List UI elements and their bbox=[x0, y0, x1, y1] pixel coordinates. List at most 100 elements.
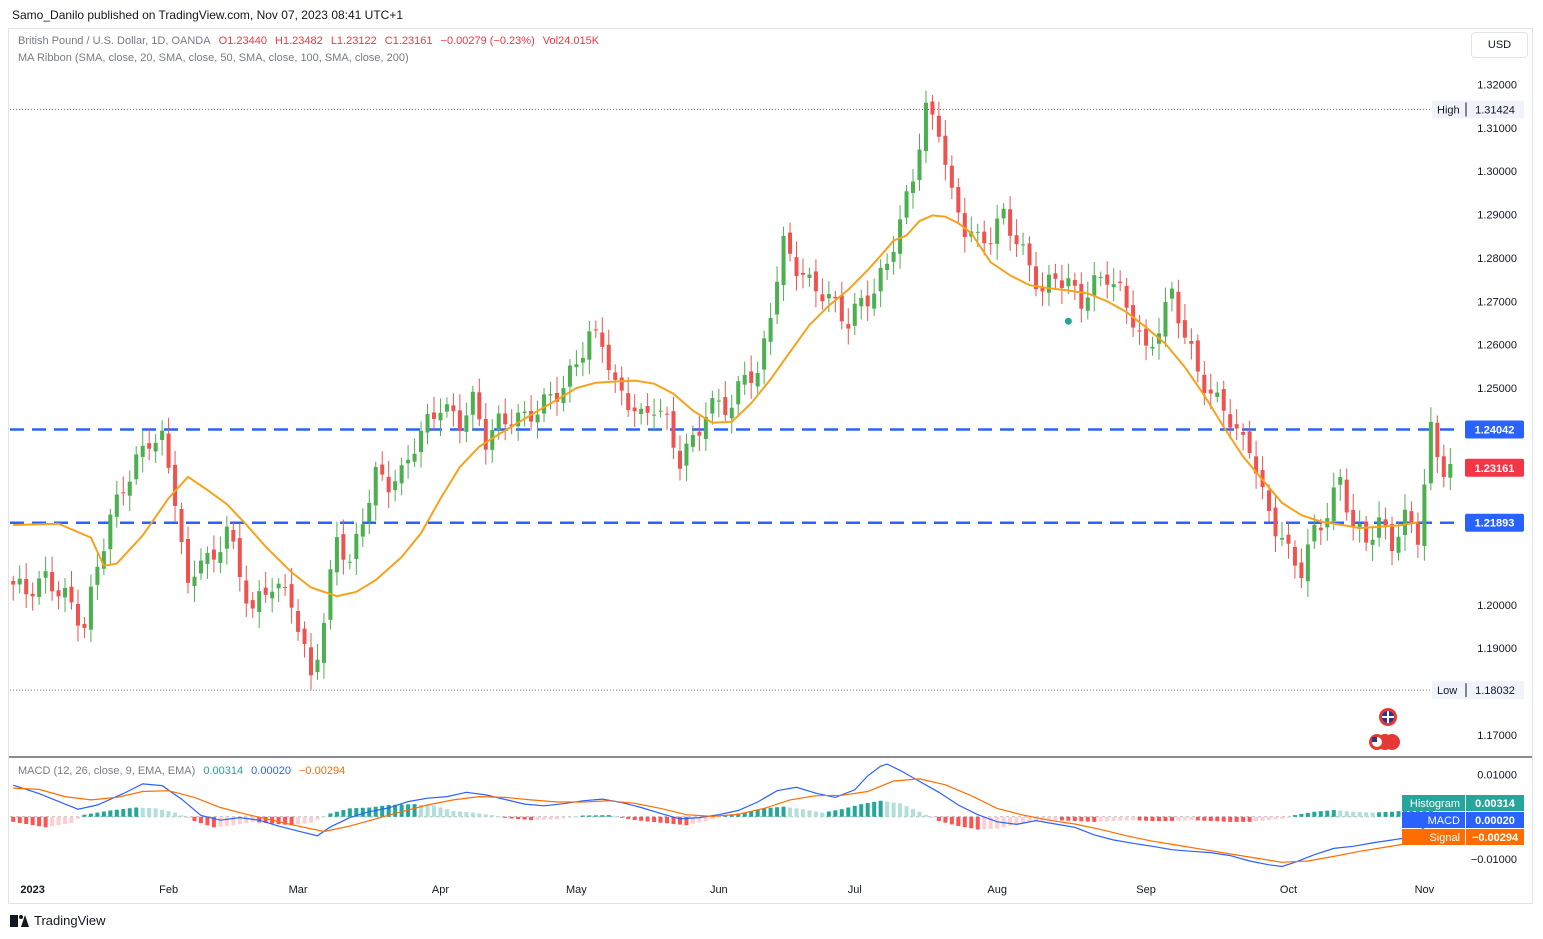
candle-body bbox=[593, 329, 598, 331]
macd-histogram-bar bbox=[380, 805, 385, 817]
candle-body bbox=[1279, 537, 1284, 540]
candle-body bbox=[179, 508, 184, 543]
macd-histogram-bar bbox=[166, 811, 171, 817]
macd-histogram-bar bbox=[173, 812, 178, 817]
candle-body bbox=[1105, 274, 1110, 285]
macd-histogram-bar bbox=[516, 816, 521, 820]
candle-body bbox=[250, 600, 255, 609]
candle-body bbox=[580, 357, 585, 363]
candle-body bbox=[1066, 278, 1071, 287]
candle-body bbox=[788, 232, 793, 254]
macd-histogram-bar bbox=[11, 816, 16, 822]
macd-histogram-bar bbox=[1021, 816, 1026, 824]
candle-body bbox=[315, 659, 320, 673]
macd-histogram-bar bbox=[289, 816, 294, 826]
macd-histogram-bar bbox=[121, 808, 126, 817]
macd-histogram-bar bbox=[464, 812, 469, 817]
macd-histogram-bar bbox=[1228, 816, 1233, 822]
macd-histogram-bar bbox=[1241, 816, 1246, 822]
macd-histogram-bar bbox=[1008, 816, 1013, 826]
macd-histogram-bar bbox=[580, 815, 585, 817]
candle-body bbox=[470, 391, 475, 415]
macd-histogram-bar bbox=[652, 816, 657, 823]
candle-body bbox=[619, 377, 624, 391]
candle-body bbox=[1124, 285, 1129, 308]
time-axis: 2023 Feb Mar Apr May Jun Jul Aug Sep Oct Nov bbox=[20, 884, 1434, 896]
time-tick-label: Sep bbox=[1136, 884, 1156, 896]
candle-body bbox=[108, 514, 113, 550]
candle-body bbox=[380, 464, 385, 475]
symbol-name[interactable]: British Pound / U.S. Dollar, 1D, OANDA bbox=[18, 35, 211, 47]
macd-histogram-bar bbox=[477, 813, 482, 817]
macd-histogram-bar bbox=[354, 808, 359, 817]
candle-body bbox=[386, 476, 391, 493]
price-tick-label: 1.28000 bbox=[1477, 253, 1517, 265]
macd-line-value: 0.00020 bbox=[251, 765, 291, 777]
candle-body bbox=[166, 433, 171, 468]
candle-body bbox=[794, 257, 799, 277]
price-tick-label: 1.27000 bbox=[1477, 296, 1517, 308]
macd-histogram-bar bbox=[1292, 815, 1297, 817]
candle-body bbox=[723, 397, 728, 415]
candlestick-series bbox=[11, 90, 1453, 690]
candle-body bbox=[639, 408, 644, 414]
candle-body bbox=[1383, 519, 1388, 526]
macd-histogram-bar bbox=[1079, 816, 1084, 822]
macd-histogram-bar bbox=[412, 804, 417, 817]
candle-body bbox=[930, 101, 935, 115]
macd-histogram-bar bbox=[438, 807, 443, 817]
macd-histogram-bar bbox=[826, 811, 831, 817]
macd-histogram-bar bbox=[742, 812, 747, 817]
macd-histogram-bar bbox=[315, 816, 320, 820]
candle-body bbox=[1092, 275, 1097, 296]
candle-body bbox=[1163, 301, 1168, 337]
candle-body bbox=[1001, 208, 1006, 219]
macd-histogram-bar bbox=[729, 814, 734, 817]
candle-body bbox=[1299, 562, 1304, 579]
candle-body bbox=[503, 413, 508, 425]
chart-frame bbox=[8, 28, 1533, 904]
macd-histogram-bar bbox=[632, 816, 637, 821]
macd-histogram-bar bbox=[671, 816, 676, 824]
macd-histogram-bar bbox=[794, 808, 799, 817]
candle-body bbox=[995, 218, 1000, 244]
macd-histogram-bar bbox=[807, 810, 812, 817]
macd-histogram-bar bbox=[393, 804, 398, 817]
candle-body bbox=[1079, 283, 1084, 309]
macd-indicator-title[interactable]: MACD (12, 26, close, 9, EMA, EMA) bbox=[18, 765, 196, 777]
macd-histogram-bar bbox=[723, 815, 728, 817]
extreme-value: 1.18032 bbox=[1475, 685, 1515, 697]
macd-pane: 0.01000 −0.01000 Histogram 0.00314 MACD 0.000… bbox=[10, 763, 1524, 868]
candle-body bbox=[69, 586, 74, 603]
macd-histogram-bar bbox=[1234, 816, 1239, 822]
macd-histogram-bar bbox=[736, 813, 741, 817]
candle-body bbox=[218, 552, 223, 563]
macd-histogram-bar bbox=[1156, 816, 1162, 822]
candle-body bbox=[587, 331, 592, 360]
candle-body bbox=[1150, 346, 1155, 349]
macd-histogram-bar bbox=[134, 807, 139, 817]
macd-histogram-bar bbox=[160, 809, 165, 817]
time-tick-label: Mar bbox=[289, 884, 308, 896]
currency-button[interactable]: USD bbox=[1471, 32, 1528, 58]
low-value: L1.23122 bbox=[330, 35, 377, 47]
macd-histogram-bar bbox=[781, 806, 786, 817]
candle-body bbox=[1053, 273, 1058, 279]
ma-ribbon-legend[interactable]: MA Ribbon (SMA, close, 20, SMA, close, 5… bbox=[18, 52, 409, 64]
candle-body bbox=[885, 263, 890, 271]
candle-body bbox=[839, 295, 844, 322]
candle-body bbox=[1176, 291, 1181, 324]
level-price-label: 1.24042 bbox=[1475, 425, 1515, 437]
macd-histogram-bar bbox=[101, 811, 106, 817]
macd-histogram-bar bbox=[995, 816, 1000, 829]
macd-histogram-bar bbox=[684, 816, 689, 826]
macd-histogram-bar bbox=[490, 815, 495, 817]
macd-histogram-bar bbox=[237, 816, 242, 825]
macd-histogram-bar bbox=[1131, 816, 1136, 821]
us-flag-canton bbox=[1372, 737, 1377, 742]
macd-histogram-bar bbox=[296, 816, 301, 825]
footer-brand[interactable]: TradingView bbox=[10, 913, 106, 928]
candle-body bbox=[710, 398, 715, 414]
candle-body bbox=[1292, 546, 1297, 566]
